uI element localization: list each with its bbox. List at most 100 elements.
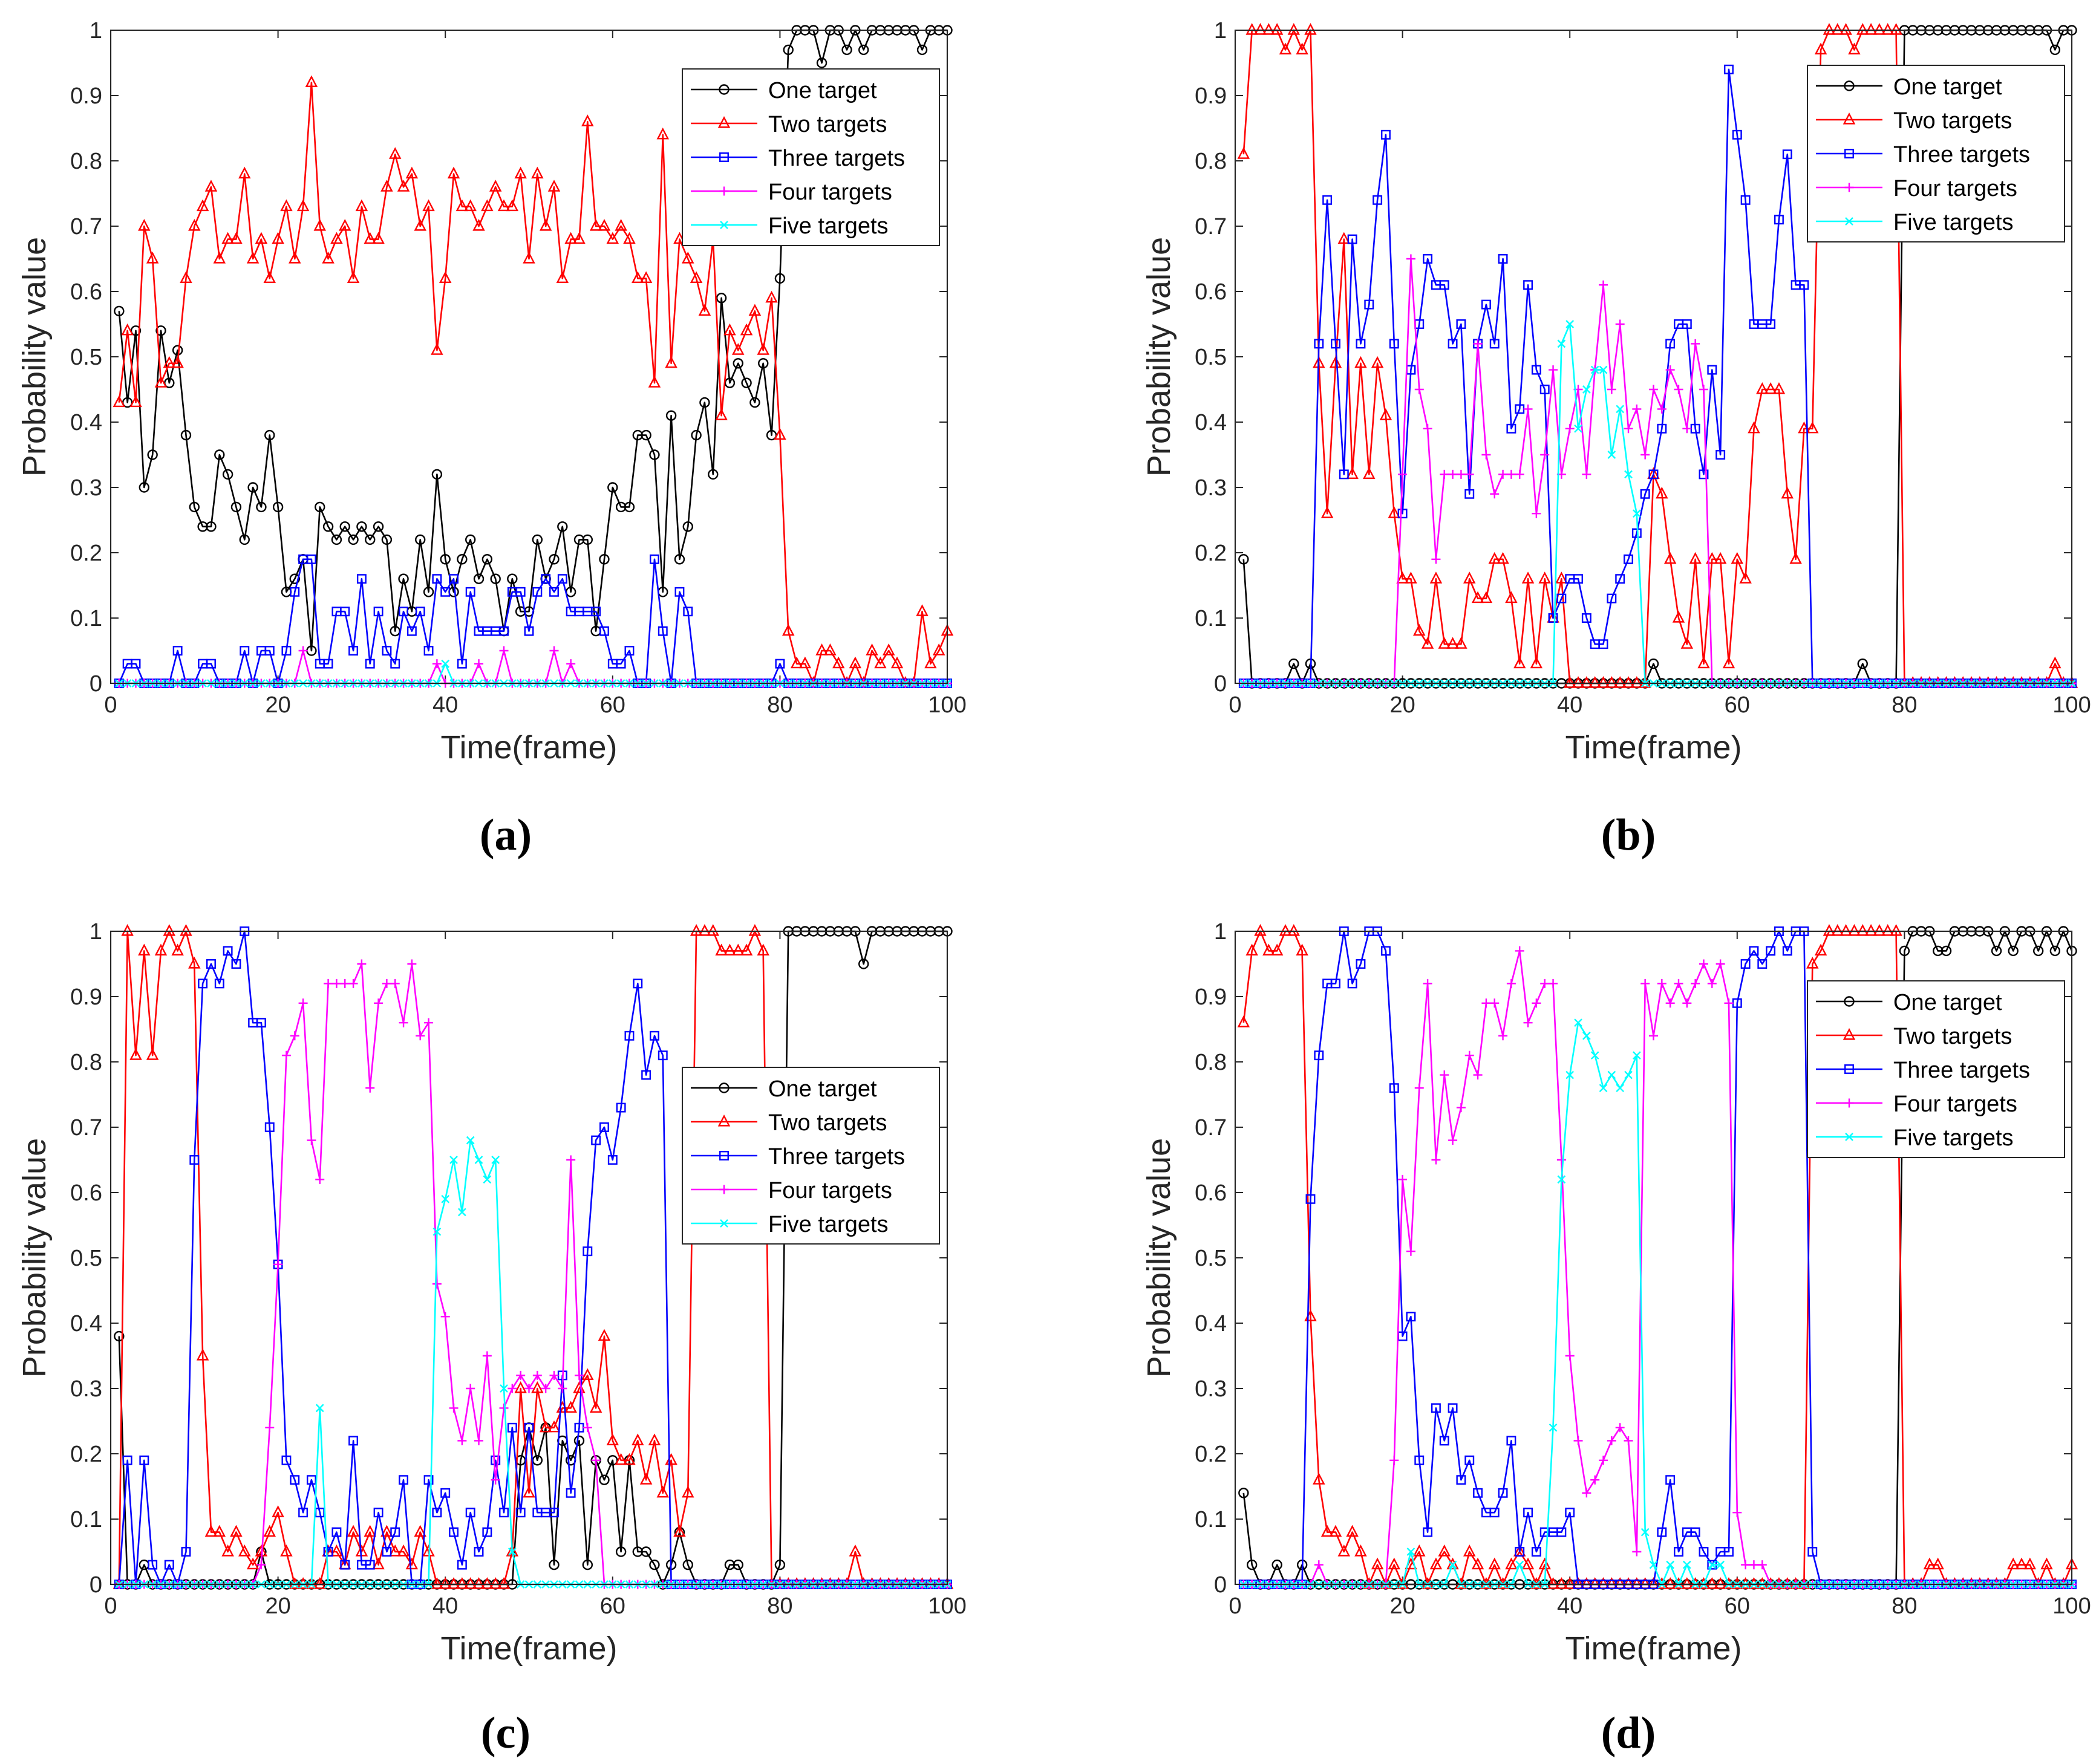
y-tick-label: 0.7 xyxy=(70,1115,102,1141)
data-point xyxy=(439,271,452,283)
data-point xyxy=(1766,319,1776,329)
legend-marker xyxy=(719,84,730,95)
data-point xyxy=(1270,943,1284,955)
data-point xyxy=(423,1475,434,1485)
data-point xyxy=(1448,339,1458,349)
data-point xyxy=(1749,1560,1758,1570)
data-point xyxy=(531,1381,544,1393)
data-point xyxy=(1581,613,1591,623)
data-point xyxy=(188,219,201,231)
y-tick-label: 0.5 xyxy=(1195,345,1227,370)
data-point xyxy=(206,959,216,969)
data-point xyxy=(474,1156,483,1164)
data-point xyxy=(632,271,644,283)
data-point xyxy=(1831,924,1844,936)
data-point xyxy=(1456,469,1466,479)
data-point xyxy=(397,1544,410,1557)
y-tick-label: 0.4 xyxy=(70,1311,102,1336)
data-point xyxy=(348,1436,359,1446)
data-point xyxy=(280,199,293,212)
data-point xyxy=(1640,489,1650,499)
data-point xyxy=(1674,978,1683,988)
data-point xyxy=(1448,1136,1458,1145)
series-two-targets xyxy=(1237,924,2078,1589)
data-point xyxy=(138,219,151,231)
data-point xyxy=(766,429,777,441)
data-point xyxy=(1320,506,1334,518)
data-point xyxy=(1722,1577,1735,1589)
data-point xyxy=(549,1559,560,1570)
legend-marker xyxy=(719,186,729,196)
data-point xyxy=(324,978,333,988)
data-point xyxy=(649,554,659,564)
x-tick-label: 40 xyxy=(433,1593,458,1619)
data-point xyxy=(2015,1557,2028,1570)
data-point xyxy=(1632,1547,1642,1557)
data-point xyxy=(1296,42,1308,54)
data-point xyxy=(247,482,258,493)
data-point xyxy=(1371,356,1384,368)
data-point xyxy=(1757,959,1768,969)
data-point xyxy=(1406,1246,1415,1256)
data-point xyxy=(1624,424,1633,434)
y-tick-label: 0.8 xyxy=(1195,1050,1227,1075)
data-point xyxy=(306,1475,316,1485)
data-point xyxy=(1246,1559,1258,1570)
data-point xyxy=(447,166,460,179)
data-point xyxy=(1549,365,1558,375)
panel-label-b: (b) xyxy=(1601,810,1656,860)
data-point xyxy=(1823,924,1836,936)
data-point xyxy=(1781,486,1794,499)
x-tick-label: 80 xyxy=(767,1593,792,1619)
data-point xyxy=(1523,1018,1533,1027)
data-point xyxy=(204,1525,218,1537)
data-point xyxy=(1807,1547,1818,1557)
data-point xyxy=(181,1547,191,1557)
y-tick-label: 0.2 xyxy=(70,541,102,566)
x-tick-label: 60 xyxy=(1725,1593,1750,1619)
data-point xyxy=(698,304,711,316)
data-point xyxy=(607,482,618,493)
chart-panel-b: (b) 0 20 40 60 80 100 0 0.1 0.2 0.3 0.4 0.5 0.6 0.7 0.… xyxy=(1141,18,2091,860)
data-point xyxy=(381,534,393,545)
data-point xyxy=(373,607,384,617)
data-point xyxy=(539,1420,552,1433)
data-point xyxy=(1648,658,1659,669)
y-tick-label: 0.9 xyxy=(1195,985,1227,1010)
data-point xyxy=(1556,593,1567,604)
data-point xyxy=(1314,1560,1324,1570)
data-point xyxy=(1354,1544,1367,1557)
data-point xyxy=(2049,44,2061,56)
data-point xyxy=(455,1577,469,1589)
x-tick-label: 80 xyxy=(1892,1593,1917,1619)
data-point xyxy=(890,656,904,669)
data-point xyxy=(1313,1473,1325,1485)
data-point xyxy=(1539,385,1550,394)
data-point xyxy=(464,199,477,212)
data-point xyxy=(323,659,333,669)
data-point xyxy=(265,1423,275,1433)
data-point xyxy=(1731,552,1744,564)
data-point xyxy=(1456,1475,1466,1485)
data-point xyxy=(347,1525,360,1537)
data-point xyxy=(1598,639,1608,649)
data-point xyxy=(372,1557,385,1570)
data-point xyxy=(415,534,426,545)
data-point xyxy=(1464,1455,1475,1465)
data-point xyxy=(483,1175,492,1184)
data-point xyxy=(1423,978,1432,988)
data-point xyxy=(315,1508,325,1518)
legend-marker xyxy=(719,152,729,162)
data-point xyxy=(1498,254,1508,264)
data-point xyxy=(1423,1527,1433,1537)
data-point xyxy=(564,232,577,244)
data-point xyxy=(422,199,435,212)
data-point xyxy=(440,587,451,597)
data-point xyxy=(1356,959,1366,969)
data-point xyxy=(289,252,301,264)
data-point xyxy=(1556,1527,1567,1537)
data-point xyxy=(1347,978,1357,989)
data-point xyxy=(172,646,183,656)
data-point xyxy=(206,659,216,669)
data-point xyxy=(715,408,728,420)
